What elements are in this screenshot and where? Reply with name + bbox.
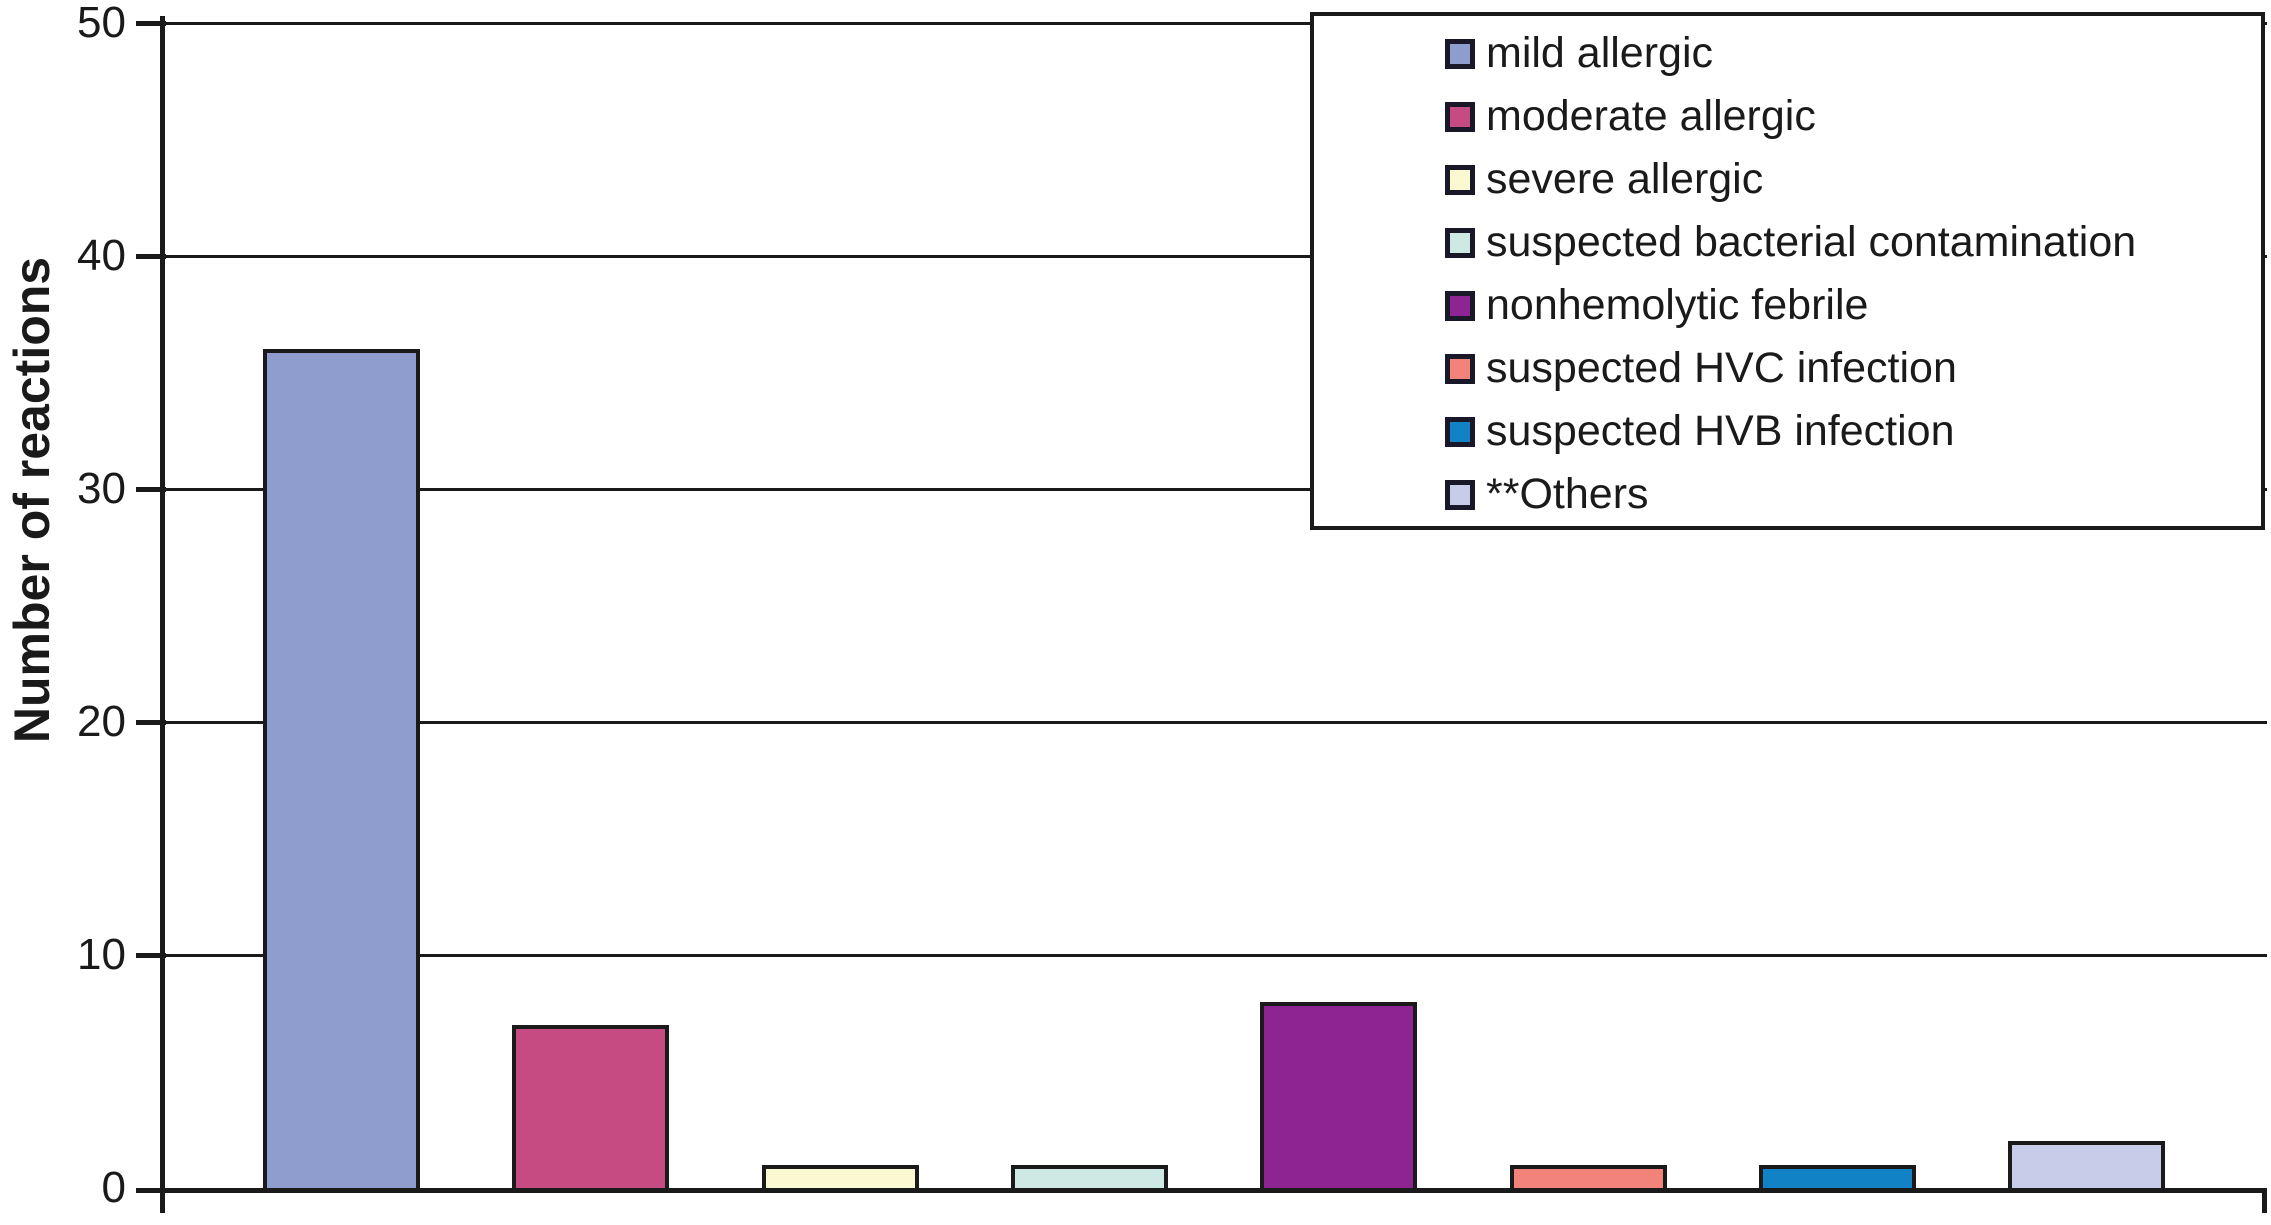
bar-moderate-allergic (512, 1025, 669, 1188)
legend-item-label: suspected HVC infection (1486, 344, 1957, 392)
y-tick-label-40: 40 (77, 231, 126, 280)
bar-others (2008, 1141, 2165, 1188)
y-axis-tick-10 (136, 952, 166, 958)
legend-item-mild-allergic: mild allergic (1445, 22, 2261, 85)
legend-swatch-others (1445, 479, 1475, 510)
legend-item-moderate-allergic: moderate allergic (1445, 85, 2261, 148)
bar-suspected-hvb-infection (1759, 1165, 1916, 1188)
y-tick-label-30: 30 (77, 464, 126, 513)
legend-item-label: **Others (1486, 470, 1649, 518)
legend-item-label: suspected HVB infection (1486, 407, 1955, 455)
legend-item-severe-allergic: severe allergic (1445, 148, 2261, 211)
x-axis-end-tick (2262, 1188, 2267, 1213)
legend-swatch-mild-allergic (1445, 38, 1475, 69)
legend-swatch-suspected-hvb-infection (1445, 416, 1475, 447)
y-axis-tick-20 (136, 719, 166, 725)
y-axis-tick-30 (136, 486, 166, 492)
legend-item-label: mild allergic (1486, 29, 1714, 77)
legend-item-suspected-hvb-infection: suspected HVB infection (1445, 400, 2261, 463)
y-tick-label-0: 0 (101, 1163, 126, 1212)
gridline-10 (163, 953, 2267, 957)
legend-item-suspected-bacterial-contamination: suspected bacterial contamination (1445, 211, 2261, 274)
x-axis-line (136, 1188, 2267, 1193)
legend-item-label: suspected bacterial contamination (1486, 218, 2137, 266)
legend-swatch-suspected-hvc-infection (1445, 353, 1475, 384)
y-tick-label-50: 50 (77, 0, 126, 47)
legend-swatch-suspected-bacterial-contamination (1445, 227, 1475, 258)
legend-item-nonhemolytic-febrile: nonhemolytic febrile (1445, 274, 2261, 337)
legend-item-label: moderate allergic (1486, 92, 1816, 140)
legend-box: mild allergic moderate allergic severe all… (1310, 12, 2265, 530)
y-tick-label-10: 10 (77, 930, 126, 979)
gridline-20 (163, 720, 2267, 724)
bar-nonhemolytic-febrile (1260, 1002, 1417, 1188)
legend-swatch-nonhemolytic-febrile (1445, 290, 1475, 321)
bar-suspected-bacterial-contamination (1011, 1165, 1168, 1188)
legend-item-label: nonhemolytic febrile (1486, 281, 1869, 329)
bar-suspected-hvc-infection (1510, 1165, 1667, 1188)
legend-item-suspected-hvc-infection: suspected HVC infection (1445, 337, 2261, 400)
legend-swatch-severe-allergic (1445, 164, 1475, 195)
y-axis-line (160, 16, 165, 1213)
legend-swatch-moderate-allergic (1445, 101, 1475, 132)
y-axis-tick-50 (136, 20, 166, 26)
y-axis-tick-40 (136, 253, 166, 259)
bar-severe-allergic (762, 1165, 919, 1188)
legend-item-others: **Others (1445, 463, 2261, 526)
gridline-50 (163, 21, 2267, 25)
bar-mild-allergic (263, 349, 420, 1188)
gridline-30 (163, 487, 2267, 491)
legend-item-label: severe allergic (1486, 155, 1764, 203)
y-tick-label-20: 20 (77, 697, 126, 746)
gridline-40 (163, 254, 2267, 258)
